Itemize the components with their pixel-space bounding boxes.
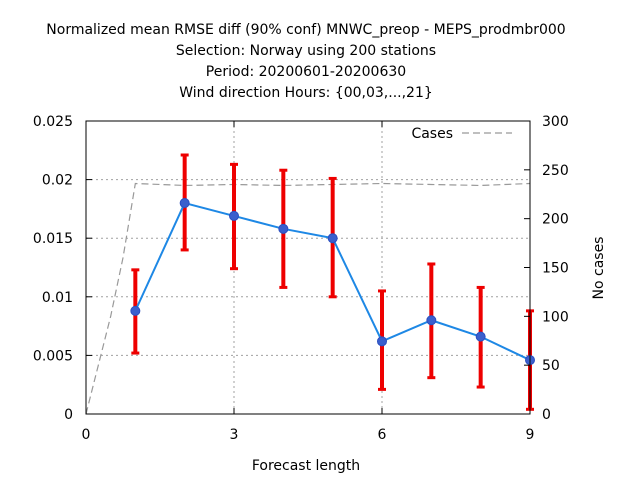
legend: Cases [411, 126, 512, 142]
y2-tick-label: 300 [542, 114, 569, 130]
axis-ticks: 0 3 6 900.0050.010.0150.020.025050100150200… [33, 114, 569, 443]
data-point [229, 210, 239, 221]
y-tick-label: 0.005 [33, 348, 73, 364]
title-line-3: Period: 20200601-20200630 [206, 64, 406, 80]
y2-tick-label: 50 [542, 358, 560, 374]
cases-series [85, 182, 531, 415]
data-point [130, 305, 141, 316]
y2-tick-label: 150 [542, 261, 569, 277]
grid-lines [86, 121, 530, 414]
y2-tick-label: 0 [542, 407, 551, 423]
data-point [377, 336, 387, 347]
y2-tick-label: 100 [542, 309, 569, 325]
y-tick-label: 0.015 [33, 231, 73, 247]
x-tick-label: 6 [378, 427, 387, 443]
y-tick-label: 0.02 [42, 173, 73, 189]
plot-frame [85, 120, 531, 415]
x-tick-label: 3 [230, 427, 239, 443]
cases-line [85, 182, 531, 415]
x-tick-label: 0 [82, 427, 91, 443]
y2-tick-label: 200 [542, 212, 569, 228]
x-axis-label: Forecast length [252, 458, 360, 474]
y2-tick-label: 250 [542, 163, 569, 179]
data-point [426, 315, 437, 326]
title-line-1: Normalized mean RMSE diff (90% conf) MNW… [46, 22, 565, 38]
y2-axis-label: No cases [591, 237, 607, 300]
rmse-series [130, 198, 535, 366]
data-point [475, 331, 486, 342]
legend-label-cases: Cases [411, 126, 453, 142]
title-line-4: Wind direction Hours: {00,03,...,21} [179, 85, 433, 101]
data-point [327, 233, 338, 244]
data-point [179, 198, 190, 209]
error-bars [131, 153, 534, 411]
data-point [278, 223, 289, 234]
chart-title: Normalized mean RMSE diff (90% conf) MNW… [46, 22, 565, 101]
title-line-2: Selection: Norway using 200 stations [176, 43, 436, 59]
y-tick-label: 0.025 [33, 114, 73, 130]
y-tick-label: 0 [64, 407, 73, 423]
x-tick-label: 9 [526, 427, 535, 443]
y-tick-label: 0.01 [42, 290, 73, 306]
